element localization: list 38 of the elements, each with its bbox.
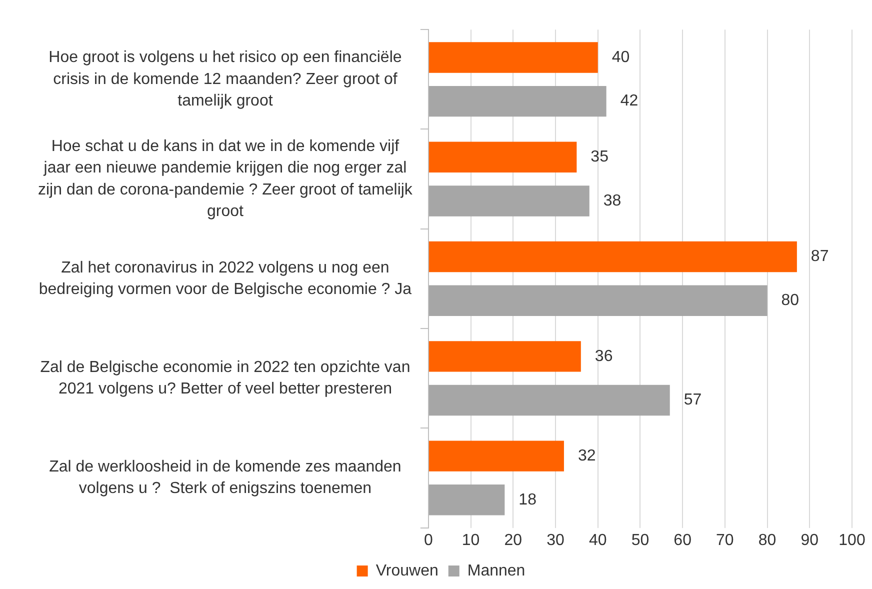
data-label: 80: [781, 292, 800, 310]
x-tick-label: 20: [504, 532, 522, 549]
x-tick-label: 90: [800, 532, 819, 549]
bar: [428, 341, 581, 372]
x-tick-label: 10: [462, 532, 480, 549]
bar: [428, 86, 606, 117]
data-label: 40: [612, 48, 630, 66]
data-label: 35: [590, 148, 609, 166]
x-tick-label: 30: [546, 532, 564, 549]
x-tick-label: 60: [674, 532, 692, 549]
x-tick-label: 80: [758, 532, 776, 549]
bar: [428, 384, 670, 416]
legend-label: Vrouwen: [376, 562, 438, 580]
x-tick-label: 0: [424, 532, 433, 549]
bar: [428, 440, 564, 472]
bar: [428, 186, 590, 216]
bar: [428, 484, 505, 516]
bar: [428, 285, 768, 316]
data-label: 57: [684, 392, 702, 409]
data-label: 18: [518, 491, 537, 508]
data-label: 36: [594, 348, 613, 365]
x-tick-label: 40: [588, 532, 607, 549]
data-label: 38: [603, 192, 622, 210]
y-tick-label: Zal de werkloosheid in de komende zes maanden volgens u ? Sterk of enigszins toenemen: [49, 458, 402, 498]
data-label: 32: [578, 447, 596, 464]
x-tick-label: 50: [631, 532, 650, 549]
bar: [428, 241, 797, 272]
y-tick-label: Zal het coronavirus in 2022 volgens u nog een bedreiging vormen voor de Belgische economie ? Ja: [38, 259, 412, 298]
bar: [428, 142, 577, 172]
y-tick-label: Zal de Belgische economie in 2022 ten opzichte van 2021 volgens u? Better of veel better presteren: [40, 358, 410, 398]
data-label: 87: [810, 248, 829, 266]
x-tick-label: 100: [838, 532, 866, 549]
bar: [428, 42, 598, 73]
legend-label: Mannen: [467, 562, 526, 580]
y-tick-label: Hoe groot is volgens u het risico op een financiële crisis in de komende 12 maanden? Zeer groot of tamelijk groot: [48, 49, 402, 110]
x-tick-label: 70: [716, 532, 734, 549]
y-tick-label: Hoe schat u de kans in dat we in de komende vijf jaar een nieuwe pandemie krijgen die nog erger zal zijn dan de corona-pandemie ? Zeer groot of tamelijk groot: [38, 138, 414, 220]
data-label: 42: [620, 92, 638, 110]
